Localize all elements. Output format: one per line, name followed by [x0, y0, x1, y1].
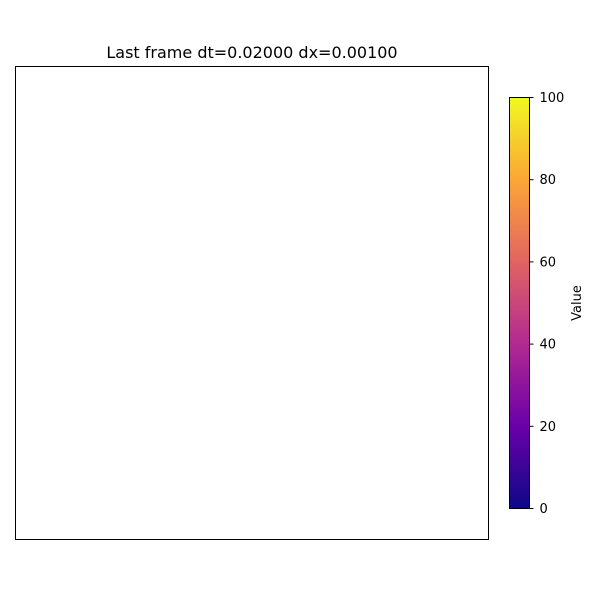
- chart-title: Last frame dt=0.02000 dx=0.00100: [106, 43, 397, 62]
- colorbar-tick-label: 60: [540, 255, 557, 270]
- colorbar-tick-label: 100: [540, 91, 565, 106]
- colorbar-tick-label: 40: [540, 338, 557, 353]
- colorbar: [509, 97, 530, 509]
- plot-area: [15, 66, 489, 540]
- colorbar-label: Value: [570, 285, 585, 321]
- colorbar-tick-label: 20: [540, 420, 557, 435]
- colorbar-tick-label: 0: [540, 502, 548, 517]
- colorbar-ticks: 0 20 40 60 80 100: [529, 91, 565, 517]
- colorbar-tick-label: 80: [540, 173, 557, 188]
